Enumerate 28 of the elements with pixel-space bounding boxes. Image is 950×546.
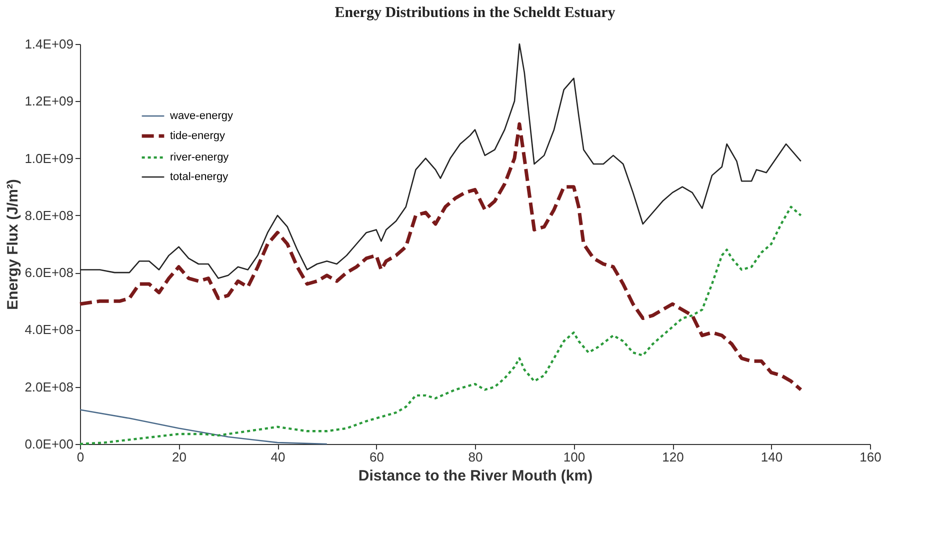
x-tick-label: 80 bbox=[468, 450, 483, 464]
y-axis-title: Energy Flux (J/m²) bbox=[4, 179, 22, 310]
y-tick-label: 2.0E+08 bbox=[24, 379, 74, 394]
legend-label: tide-energy bbox=[170, 130, 226, 142]
x-tick-label: 160 bbox=[860, 450, 882, 464]
y-tick-label: 8.0E+08 bbox=[24, 208, 74, 223]
x-tick-label: 40 bbox=[270, 450, 286, 464]
y-tick-label: 1.4E+09 bbox=[24, 36, 74, 52]
chart-title: Energy Distributions in the Scheldt Estuary bbox=[334, 5, 616, 21]
x-tick-label: 0 bbox=[76, 450, 84, 464]
line-series bbox=[78, 122, 803, 392]
x-tick-label: 100 bbox=[563, 450, 586, 464]
y-tick-label: 4.0E+08 bbox=[24, 322, 74, 338]
line-series bbox=[79, 409, 328, 445]
y-tick-label: 1.2E+09 bbox=[24, 94, 74, 109]
x-axis-title: Distance to the River Mouth (km) bbox=[358, 468, 593, 484]
x-tick-label: 20 bbox=[172, 450, 186, 464]
y-tick-label: 0.0E+00 bbox=[24, 436, 74, 452]
y-tick-label: 6.0E+08 bbox=[24, 265, 74, 280]
line-series bbox=[79, 43, 802, 279]
y-tick-label: 1.0E+09 bbox=[24, 150, 74, 166]
x-tick-label: 120 bbox=[662, 450, 684, 464]
x-tick-label: 60 bbox=[370, 450, 384, 464]
x-tick-label: 140 bbox=[760, 450, 783, 464]
legend-label: river-energy bbox=[170, 152, 230, 164]
legend-label: wave-energy bbox=[169, 110, 234, 122]
legend-label: total-energy bbox=[170, 171, 229, 183]
line-series bbox=[78, 206, 802, 446]
